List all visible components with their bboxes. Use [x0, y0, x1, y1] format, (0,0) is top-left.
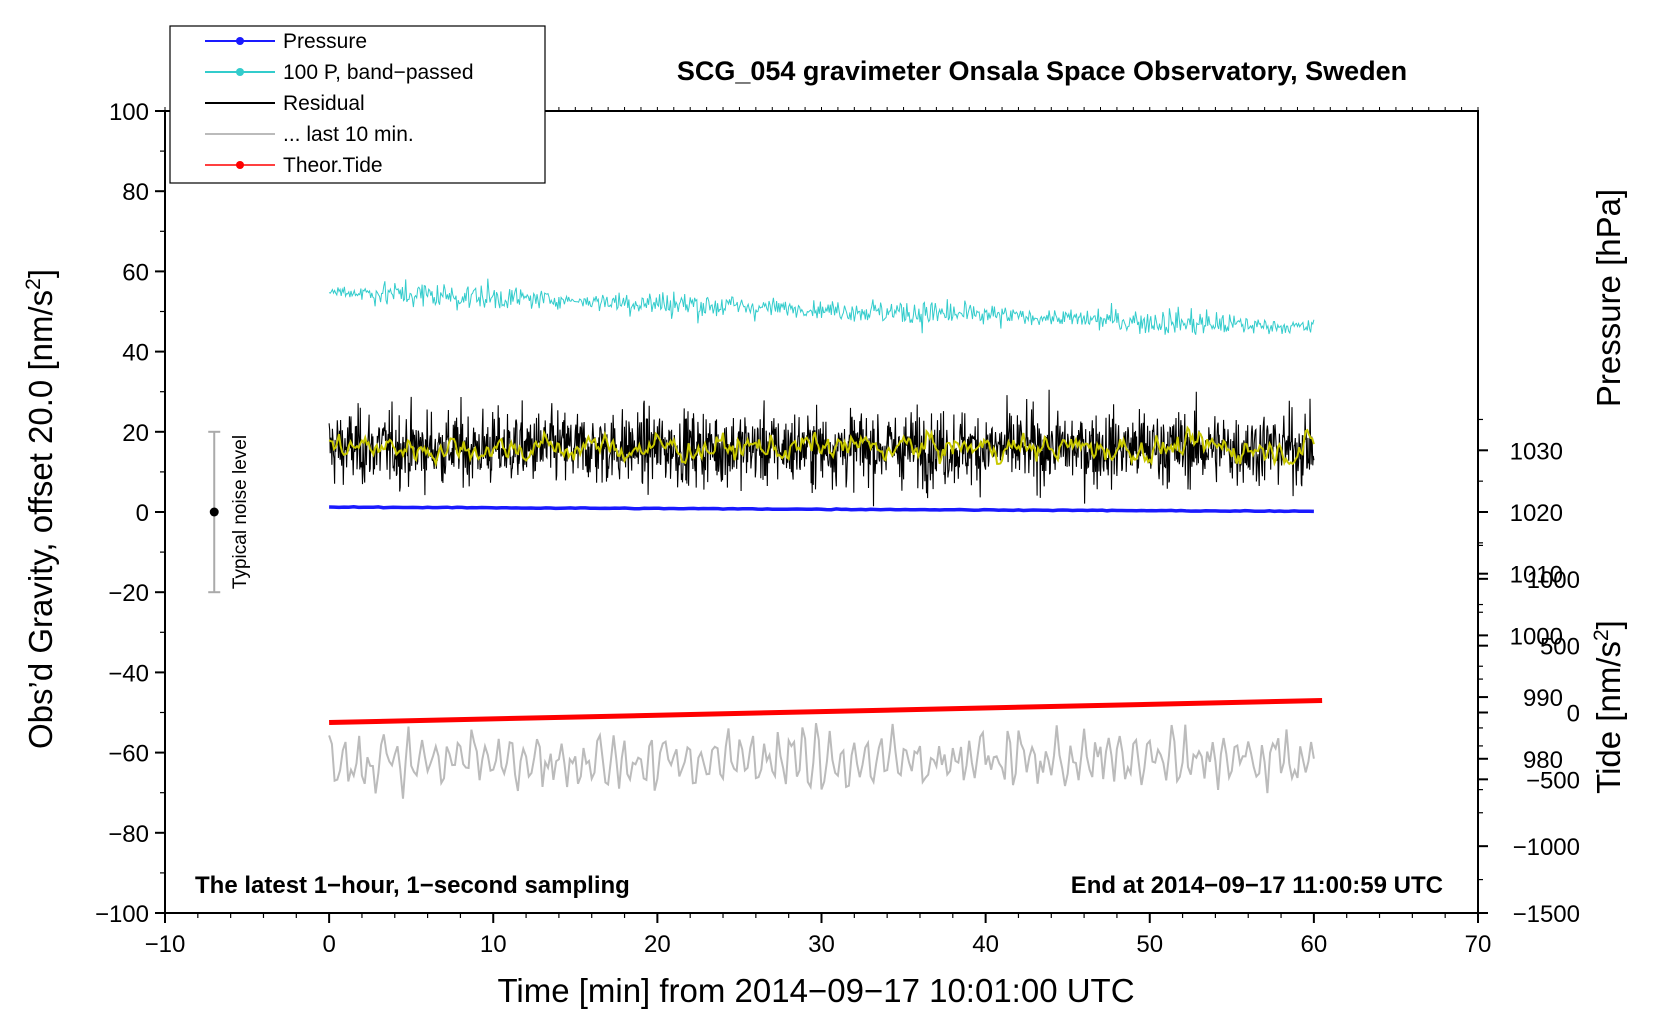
y-tick-label: 100	[109, 99, 149, 126]
x-tick-label: 50	[1136, 931, 1163, 958]
y-tick-label: 60	[122, 259, 149, 286]
series-layer	[328, 278, 1323, 799]
tide-tick-label: 1000	[1527, 567, 1580, 594]
tide-tick-label: 0	[1567, 701, 1580, 728]
chart-title: SCG_054 gravimeter Onsala Space Observat…	[677, 56, 1407, 86]
x-tick-label: −10	[145, 931, 186, 958]
y-tick-label: 0	[136, 500, 149, 527]
tide-axis-title-suffix: ]	[1590, 620, 1627, 629]
y-axis-title-sup: 2	[22, 278, 45, 290]
y-tick-label: 40	[122, 340, 149, 367]
x-tick-label: 60	[1301, 931, 1328, 958]
tide-tick-label: −500	[1526, 767, 1580, 794]
x-tick-label: 10	[480, 931, 507, 958]
tide-axis-title: Tide [nm/s2]	[1590, 620, 1627, 794]
x-tick-label: 20	[644, 931, 671, 958]
noise-label: Typical noise level	[230, 435, 251, 589]
series-last-10-min	[328, 723, 1315, 799]
y-axis-title-suffix: ]	[22, 269, 59, 278]
legend-label: 100 P, band−passed	[283, 61, 474, 84]
axis-ticks: −10 0 10 20 30 40 50 60 70−100−80−60−40−20020406…	[95, 99, 1580, 958]
x-tick-label: 70	[1465, 931, 1492, 958]
y-tick-label: −100	[95, 901, 149, 928]
series-theoretical-tide	[329, 698, 1323, 725]
annotation-sampling: The latest 1−hour, 1−second sampling	[195, 872, 630, 899]
series-pressure	[329, 505, 1314, 514]
noise-indicator: Typical noise level	[208, 430, 251, 594]
pressure-axis-title: Pressure [hPa]	[1590, 189, 1627, 407]
pressure-tick-label: 1030	[1510, 438, 1563, 465]
series-residual	[328, 389, 1315, 507]
x-axis-title: Time [min] from 2014−09−17 10:01:00 UTC	[497, 972, 1134, 1009]
legend-marker	[236, 68, 244, 76]
legend-marker	[236, 37, 244, 45]
pressure-tick-label: 1000	[1510, 623, 1563, 650]
y-tick-label: −60	[108, 741, 149, 768]
tide-axis-title-prefix: Tide [nm/s	[1590, 641, 1627, 794]
pressure-tick-label: 1020	[1510, 500, 1563, 527]
y-tick-label: −40	[108, 660, 149, 687]
y-tick-label: 20	[122, 420, 149, 447]
tide-tick-label: 500	[1540, 634, 1580, 661]
annotation-end-time: End at 2014−09−17 11:00:59 UTC	[1071, 872, 1443, 899]
x-tick-label: 40	[972, 931, 999, 958]
series-residual-smoothed	[328, 425, 1315, 468]
tide-axis-title-sup: 2	[1590, 629, 1613, 641]
series-band-passed-pressure	[328, 278, 1315, 335]
y-axis-title: Obs’d Gravity, offset 20.0 [nm/s2]	[22, 269, 59, 749]
legend-label: Theor.Tide	[283, 154, 383, 177]
tide-tick-label: −1500	[1513, 901, 1580, 928]
legend-marker	[236, 161, 244, 169]
tide-tick-label: −1000	[1513, 834, 1580, 861]
y-tick-label: −20	[108, 580, 149, 607]
legend-label: Pressure	[283, 30, 367, 53]
pressure-tick-label: 990	[1523, 685, 1563, 712]
y-axis-title-prefix: Obs’d Gravity, offset 20.0 [nm/s	[22, 290, 59, 749]
legend-label: ... last 10 min.	[283, 123, 414, 146]
x-tick-label: 0	[322, 931, 335, 958]
y-tick-label: 80	[122, 179, 149, 206]
noise-center-dot	[209, 507, 219, 517]
pressure-tick-label: 980	[1523, 747, 1563, 774]
y-tick-label: −80	[108, 821, 149, 848]
pressure-tick-label: 1010	[1510, 562, 1563, 589]
legend-box	[169, 25, 546, 184]
legend-label: Residual	[283, 92, 365, 115]
legend: Pressure 100 P, band−passed Residual ... la…	[169, 25, 546, 184]
x-tick-label: 30	[808, 931, 835, 958]
